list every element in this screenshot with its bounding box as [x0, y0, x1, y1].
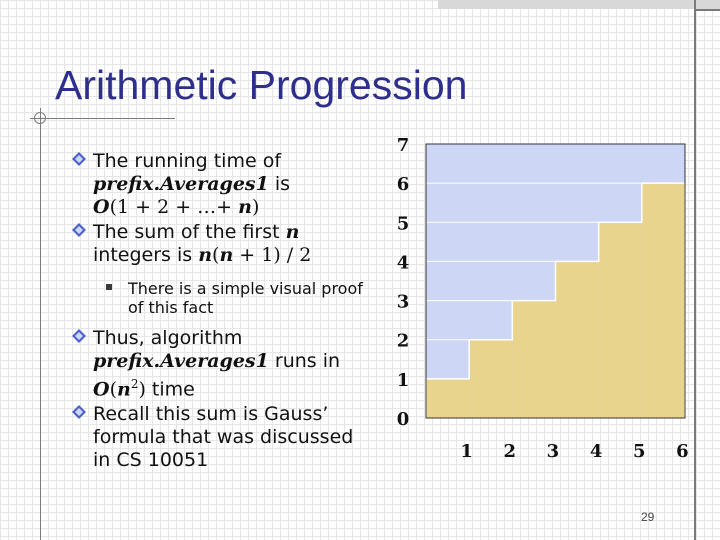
algorithm-name: prefix.Averages1	[93, 350, 269, 372]
y-tick-label: 1	[397, 370, 410, 391]
x-tick-label: 6	[676, 441, 689, 462]
y-tick-label: 7	[397, 135, 410, 156]
sub-bullet-visual-proof: There is a simple visual proof of this f…	[106, 279, 372, 317]
bullet-text: The running time of	[93, 150, 282, 172]
square-bullet-icon	[106, 284, 112, 290]
chart-bar	[555, 261, 599, 418]
bullet-text: runs in	[268, 350, 341, 372]
bullet-sum-formula: The sum of the first n integers is n(n +…	[72, 221, 372, 267]
left-vertical-rule	[40, 108, 41, 540]
y-tick-label: 3	[397, 292, 410, 313]
diamond-bullet-icon	[72, 405, 86, 420]
variable-n: n	[238, 196, 252, 218]
top-accent-bar	[438, 0, 720, 9]
bullet-list: The running time of prefix.Averages1 is …	[72, 150, 372, 472]
chart-bar	[598, 222, 642, 418]
big-o-symbol: O	[93, 378, 110, 401]
diamond-bullet-icon	[72, 223, 86, 237]
variable-n: n	[198, 244, 213, 266]
y-tick-label: 2	[397, 331, 410, 352]
chart-frame	[425, 143, 686, 419]
chart-bar	[426, 378, 470, 418]
diamond-bullet-icon	[72, 152, 86, 166]
sum-expression-close: )	[251, 196, 260, 218]
formula-open: (	[212, 244, 220, 266]
chart-bar	[641, 183, 685, 418]
x-tick-label: 4	[590, 441, 603, 462]
chart-bar	[512, 300, 556, 418]
x-tick-label: 2	[503, 441, 516, 462]
bullet-text: Thus, algorithm	[93, 327, 243, 349]
y-tick-label: 6	[397, 174, 410, 195]
x-tick-label: 1	[460, 441, 473, 462]
bullet-text: time	[145, 378, 195, 401]
page-number: 29	[641, 510, 655, 524]
rule-ring-ornament	[34, 112, 46, 124]
sum-expression: (1 + 2 + …+	[109, 196, 239, 218]
bullet-text: The sum of the first	[93, 221, 286, 243]
bullet-text: Recall this sum is Gauss’ formula that w…	[93, 403, 354, 472]
right-edge-hook	[694, 9, 720, 11]
title-underline-rule	[30, 118, 175, 119]
paren-open: (	[109, 378, 117, 401]
x-tick-label: 5	[633, 441, 646, 462]
bullet-text: is	[268, 173, 291, 195]
variable-n: n	[219, 244, 234, 266]
chart-bar	[469, 339, 513, 418]
formula-tail: + 1) / 2	[233, 244, 312, 266]
big-o-symbol: O	[93, 196, 110, 218]
y-tick-label: 5	[397, 213, 410, 234]
diamond-bullet-icon	[72, 329, 86, 343]
exponent: 2	[130, 377, 139, 391]
y-tick-label: 0	[397, 409, 410, 430]
sub-bullet-text: There is a simple visual proof of this f…	[128, 279, 363, 317]
paren-close: )	[138, 378, 146, 401]
slide-title: Arithmetic Progression	[55, 62, 468, 108]
y-tick-label: 4	[397, 252, 410, 273]
right-edge-rule	[694, 0, 696, 540]
staircase-outline	[425, 182, 686, 418]
variable-n: n	[116, 378, 131, 401]
bullet-text: integers is	[93, 244, 199, 266]
variable-n: n	[285, 221, 300, 243]
bullet-conclusion: Thus, algorithm prefix.Averages1 runs in…	[72, 327, 372, 401]
x-tick-label: 3	[547, 441, 560, 462]
bullet-running-time: The running time of prefix.Averages1 is …	[72, 150, 372, 219]
staircase-chart: 0 1 2 3 4 5 6 7 1 2 3 4 5 6	[397, 135, 689, 462]
bullet-gauss: Recall this sum is Gauss’ formula that w…	[72, 403, 372, 472]
algorithm-name: prefix.Averages1	[93, 173, 269, 195]
